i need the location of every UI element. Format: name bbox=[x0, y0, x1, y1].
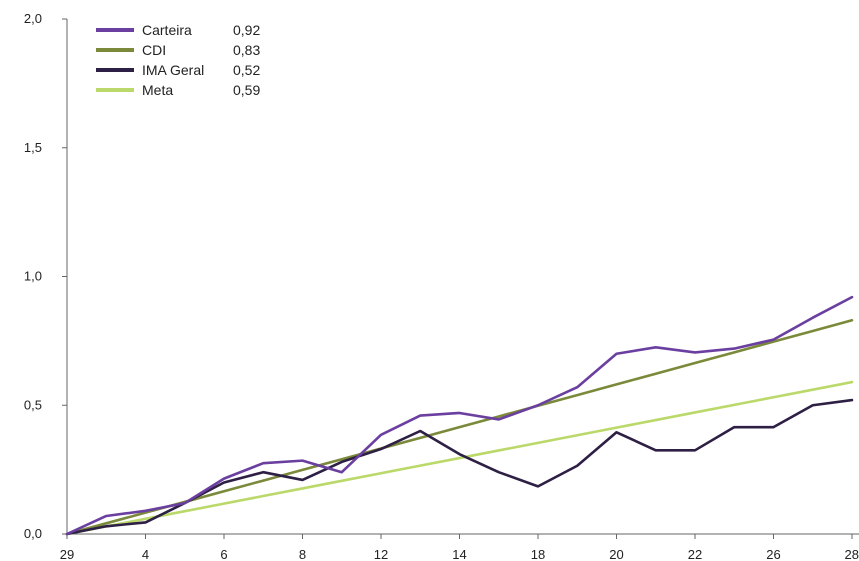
chart-legend: Carteira 0,92 CDI 0,83 IMA Geral 0,52 Meta 0,59 bbox=[96, 22, 260, 98]
legend-label: Meta bbox=[142, 82, 173, 98]
y-tick-label: 1,0 bbox=[24, 269, 42, 284]
series-line-carteira bbox=[65, 295, 854, 536]
x-tick-label: 28 bbox=[845, 547, 859, 561]
x-tick-label: 6 bbox=[220, 547, 227, 561]
x-tick-label: 22 bbox=[688, 547, 702, 561]
y-tick-label: 0,0 bbox=[24, 526, 42, 541]
series-line-ima-geral bbox=[65, 398, 854, 536]
x-tick-label: 12 bbox=[374, 547, 388, 561]
chart-axes: 0,0 0,5 1,0 1,5 2,0 29 4 6 8 12 14 18 20 22 26 28 bbox=[24, 11, 859, 561]
legend-label: CDI bbox=[142, 42, 166, 58]
legend-value: 0,52 bbox=[233, 62, 260, 78]
x-tick-label: 14 bbox=[452, 547, 466, 561]
x-tick-label: 26 bbox=[766, 547, 780, 561]
legend-value: 0,83 bbox=[233, 42, 260, 58]
x-tick-label: 8 bbox=[299, 547, 306, 561]
series-line-cdi bbox=[65, 318, 854, 536]
series-layer bbox=[65, 295, 854, 536]
y-tick-label: 2,0 bbox=[24, 11, 42, 26]
x-tick-label: 29 bbox=[60, 547, 74, 561]
x-tick-label: 20 bbox=[609, 547, 623, 561]
legend-value: 0,92 bbox=[233, 22, 260, 38]
y-tick-label: 0,5 bbox=[24, 397, 42, 412]
y-tick-label: 1,5 bbox=[24, 140, 42, 155]
x-tick-label: 4 bbox=[142, 547, 149, 561]
legend-label: Carteira bbox=[142, 22, 192, 38]
legend-value: 0,59 bbox=[233, 82, 260, 98]
x-tick-label: 18 bbox=[531, 547, 545, 561]
series-line-meta bbox=[65, 380, 854, 536]
legend-label: IMA Geral bbox=[142, 62, 204, 78]
